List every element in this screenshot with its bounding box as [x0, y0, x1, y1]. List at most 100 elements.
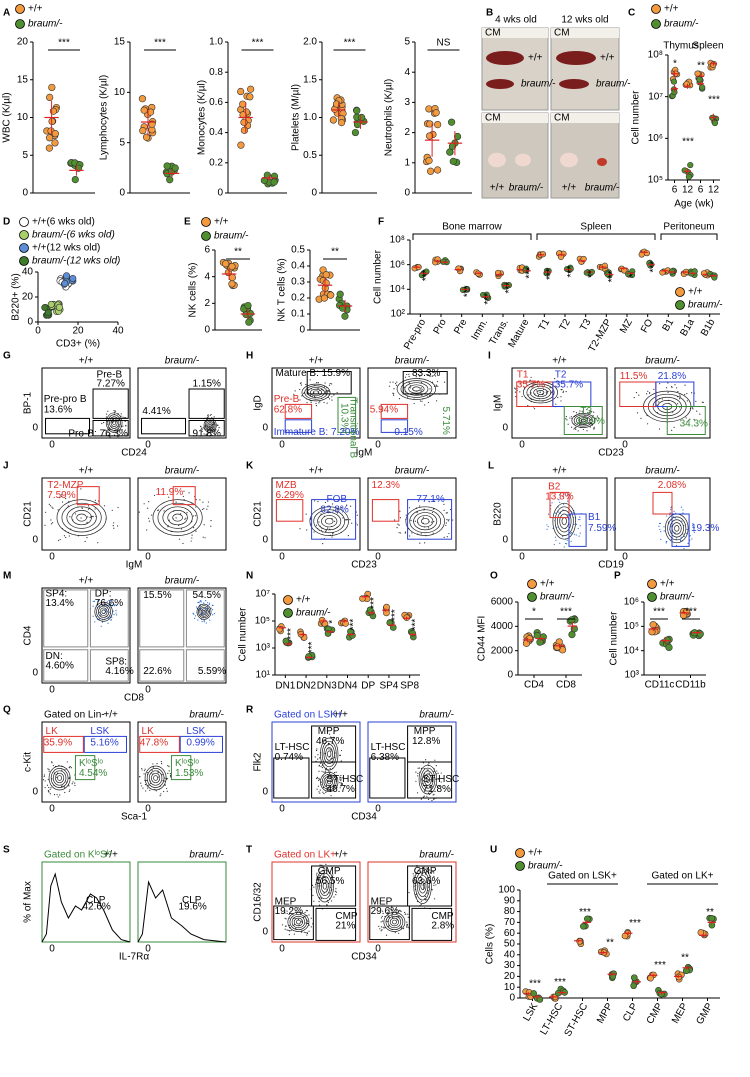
event	[431, 511, 434, 514]
significance: ***	[525, 267, 536, 279]
event	[653, 388, 655, 390]
event	[636, 412, 639, 414]
y-tick-label: 100	[498, 885, 515, 896]
contour	[320, 772, 339, 792]
event	[192, 612, 194, 614]
event	[201, 621, 203, 623]
significance: ***	[483, 293, 494, 305]
event	[47, 779, 49, 781]
x-axis-label: CD8	[124, 693, 144, 704]
zero-label: 0	[145, 552, 151, 563]
event	[202, 501, 204, 503]
event	[180, 513, 182, 515]
event	[635, 391, 638, 394]
dot	[270, 178, 278, 186]
event	[330, 900, 333, 902]
x-axis-label: IgM	[126, 560, 143, 571]
event	[113, 522, 115, 524]
panel-letter: L	[488, 461, 494, 472]
event	[138, 511, 140, 513]
event	[69, 765, 71, 768]
event	[142, 787, 144, 789]
event	[686, 421, 688, 423]
event	[169, 776, 172, 778]
zero-label: 0	[49, 944, 55, 955]
dot	[228, 280, 236, 288]
event	[573, 533, 576, 535]
event	[319, 778, 321, 780]
event	[565, 543, 568, 545]
event	[164, 780, 166, 782]
contour	[315, 869, 334, 903]
y-tick-label: 10³	[256, 643, 271, 654]
event	[328, 770, 330, 772]
event	[205, 622, 207, 624]
event	[427, 374, 429, 376]
gate	[45, 417, 91, 435]
contour	[94, 601, 113, 622]
event	[680, 536, 682, 538]
event	[448, 532, 450, 535]
event	[437, 778, 439, 780]
significance: ***	[154, 38, 166, 49]
gate-label: 5.71%	[440, 407, 451, 435]
event	[421, 783, 423, 785]
sample-title: +/+	[79, 576, 94, 587]
x-tick-label: ST-HSC	[563, 1001, 591, 1038]
event	[52, 507, 54, 509]
event	[294, 917, 296, 919]
event	[334, 730, 336, 732]
event	[91, 515, 93, 517]
ruler-label: CM	[485, 28, 501, 39]
event	[103, 505, 106, 507]
gate-label: MZB	[276, 480, 297, 491]
gating-note: Gated on Lin-	[44, 710, 105, 721]
y-tick-label: 0.6	[209, 97, 223, 108]
event	[330, 750, 332, 752]
y-tick-label: 0	[404, 188, 410, 199]
event	[433, 798, 435, 800]
y-axis-label: c-Kit	[23, 752, 34, 772]
event	[141, 769, 143, 771]
contour	[412, 386, 421, 392]
legend-marker	[19, 217, 29, 227]
sample-title: braum/-	[165, 466, 200, 477]
event	[50, 787, 52, 789]
significance: ***	[410, 619, 421, 631]
event	[673, 426, 675, 428]
event	[168, 496, 170, 498]
event	[125, 424, 127, 427]
panel-letter: G	[3, 351, 11, 362]
event	[418, 767, 421, 769]
contour	[289, 913, 308, 931]
event	[575, 428, 577, 430]
event	[356, 524, 359, 526]
event	[392, 394, 395, 396]
event	[300, 384, 302, 386]
event	[422, 796, 424, 798]
event	[148, 517, 150, 519]
event	[341, 782, 343, 785]
legend-marker	[283, 608, 293, 618]
y-axis-label: CD4	[23, 625, 34, 645]
significance: ***	[307, 642, 318, 654]
event	[208, 602, 211, 604]
event	[555, 403, 557, 405]
event	[529, 380, 531, 382]
contour	[396, 378, 437, 400]
event	[72, 781, 74, 783]
event	[101, 422, 103, 425]
event	[313, 886, 315, 888]
event	[443, 536, 445, 538]
event	[169, 773, 171, 775]
event	[115, 604, 117, 606]
event	[413, 402, 415, 405]
event	[113, 605, 116, 607]
event	[326, 904, 328, 906]
contour	[107, 414, 121, 431]
event	[393, 388, 395, 390]
event	[286, 910, 288, 912]
event	[546, 524, 548, 526]
gate	[407, 499, 453, 540]
zero-label: 0	[32, 535, 38, 546]
